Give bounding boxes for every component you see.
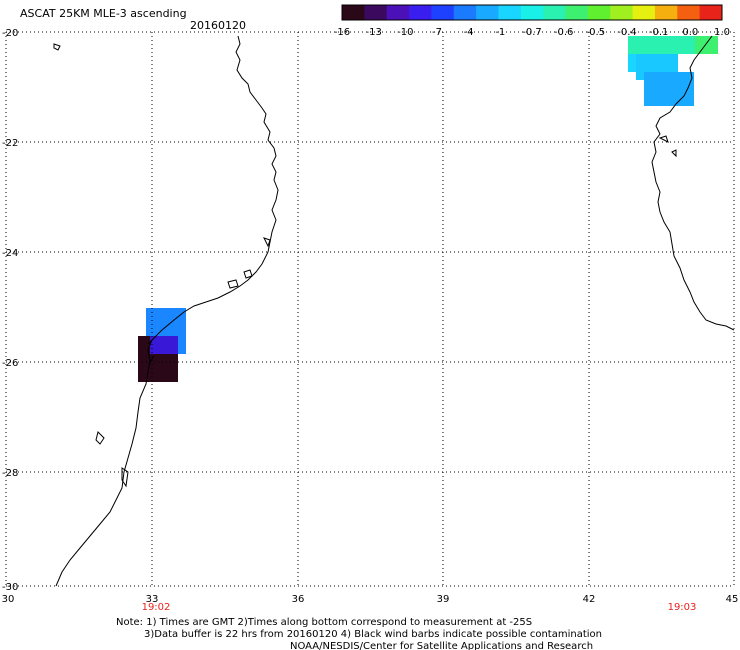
data-cells-left — [138, 308, 186, 382]
map-date: 20160120 — [190, 19, 246, 32]
color-bar-label: -0.7 — [522, 27, 542, 38]
color-bar-label: -0.6 — [554, 27, 574, 38]
color-bar-segment — [699, 5, 723, 20]
color-bar-segment — [632, 5, 656, 20]
latitude-labels: -20 -22 -24 -26 -28 -30 — [2, 28, 18, 593]
data-cell — [150, 354, 178, 382]
note-line-2: 3)Data buffer is 22 hrs from 20160120 4)… — [144, 629, 602, 640]
lon-label: 39 — [437, 594, 450, 605]
color-bar-label: -7 — [432, 27, 442, 38]
color-bar-segment — [386, 5, 410, 20]
color-bar-segment — [543, 5, 567, 20]
data-cells-right — [628, 36, 718, 106]
color-bar-segment — [520, 5, 544, 20]
data-cell — [644, 72, 694, 106]
color-bar-label: -13 — [365, 27, 381, 38]
lat-label: -30 — [2, 582, 18, 593]
color-bar-frame — [341, 4, 723, 21]
lon-label: 30 — [2, 594, 15, 605]
color-bar-segment — [453, 5, 477, 20]
color-bar-segment — [431, 5, 455, 20]
color-bar-label: -0.5 — [586, 27, 606, 38]
note-line-1: Note: 1) Times are GMT 2)Times along bot… — [116, 617, 532, 628]
lon-label: 33 — [146, 594, 159, 605]
color-bar-segment — [476, 5, 499, 20]
color-bar-segment — [677, 5, 701, 20]
longitude-labels: 30 33 36 39 42 45 — [2, 594, 739, 605]
data-cell — [138, 336, 150, 382]
color-bar-label: -4 — [464, 27, 474, 38]
data-cell — [150, 336, 178, 354]
lat-label: -22 — [2, 138, 18, 149]
color-bar-segment — [342, 5, 365, 20]
grid — [5, 31, 735, 587]
map-title: ASCAT 25KM MLE-3 ascending — [20, 7, 187, 20]
lon-label: 36 — [292, 594, 305, 605]
time-label-right: 19:03 — [668, 602, 697, 613]
coastline — [53, 35, 735, 587]
color-bar-segment — [409, 5, 432, 20]
color-bar-segment — [498, 5, 522, 20]
lat-label: -20 — [2, 28, 18, 39]
wind-barbs — [147, 335, 157, 363]
color-bar-segment — [565, 5, 589, 20]
lat-label: -28 — [2, 468, 18, 479]
data-cell — [695, 36, 718, 54]
color-bar-label: -1 — [495, 27, 505, 38]
color-bar-label: -10 — [397, 27, 413, 38]
data-cell — [678, 54, 692, 72]
time-label-left: 19:02 — [142, 602, 171, 613]
color-bar-segment — [587, 5, 611, 20]
color-bar-segment — [364, 5, 388, 20]
note-line-3: NOAA/NESDIS/Center for Satellite Applica… — [290, 641, 593, 650]
color-bar-segment — [654, 5, 678, 20]
lat-label: -24 — [2, 248, 18, 259]
color-bar — [341, 4, 723, 21]
lon-label: 42 — [583, 594, 596, 605]
lat-label: -26 — [2, 358, 18, 369]
lon-label: 45 — [726, 594, 739, 605]
color-bar-segment — [610, 5, 634, 20]
